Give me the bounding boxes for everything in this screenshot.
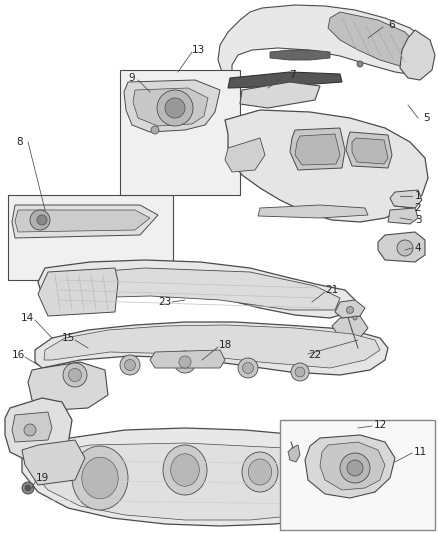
Circle shape xyxy=(63,363,87,387)
Circle shape xyxy=(243,362,254,374)
Polygon shape xyxy=(5,398,72,462)
Polygon shape xyxy=(22,440,85,485)
Ellipse shape xyxy=(163,445,207,495)
Circle shape xyxy=(22,482,34,494)
Ellipse shape xyxy=(242,452,278,492)
Ellipse shape xyxy=(171,454,199,486)
Text: 3: 3 xyxy=(415,215,421,225)
Text: 21: 21 xyxy=(325,285,339,295)
Polygon shape xyxy=(225,138,265,172)
Text: 1: 1 xyxy=(415,191,421,201)
Polygon shape xyxy=(288,445,300,462)
Polygon shape xyxy=(270,50,330,60)
Text: 23: 23 xyxy=(159,297,172,307)
Text: 14: 14 xyxy=(21,313,34,323)
Text: 9: 9 xyxy=(129,73,135,83)
Polygon shape xyxy=(44,325,380,368)
Circle shape xyxy=(238,358,258,378)
Polygon shape xyxy=(295,134,340,165)
Circle shape xyxy=(174,351,196,373)
Polygon shape xyxy=(35,322,388,375)
Text: 18: 18 xyxy=(219,340,232,350)
Polygon shape xyxy=(335,300,365,318)
Circle shape xyxy=(120,355,140,375)
Polygon shape xyxy=(390,190,422,208)
Polygon shape xyxy=(133,88,208,126)
Polygon shape xyxy=(28,362,108,410)
Text: 5: 5 xyxy=(423,113,429,123)
Ellipse shape xyxy=(315,450,345,486)
Polygon shape xyxy=(225,110,428,222)
Text: 12: 12 xyxy=(373,420,387,430)
Text: 13: 13 xyxy=(191,45,205,55)
Polygon shape xyxy=(30,443,382,520)
Ellipse shape xyxy=(72,446,128,510)
Text: 19: 19 xyxy=(35,473,49,483)
Polygon shape xyxy=(320,442,385,490)
Text: 11: 11 xyxy=(413,447,427,457)
Polygon shape xyxy=(388,208,418,224)
Polygon shape xyxy=(400,30,435,80)
Polygon shape xyxy=(22,428,388,526)
Polygon shape xyxy=(240,82,320,108)
Text: 6: 6 xyxy=(389,20,396,30)
Ellipse shape xyxy=(82,457,118,499)
Text: 4: 4 xyxy=(415,243,421,253)
Bar xyxy=(280,420,435,530)
Polygon shape xyxy=(328,12,420,66)
Circle shape xyxy=(353,316,357,320)
Polygon shape xyxy=(15,210,150,232)
Polygon shape xyxy=(12,412,52,442)
Circle shape xyxy=(151,126,159,134)
Polygon shape xyxy=(38,268,118,316)
Circle shape xyxy=(397,240,413,256)
Polygon shape xyxy=(124,80,220,132)
Circle shape xyxy=(157,90,193,126)
Circle shape xyxy=(37,215,47,225)
Polygon shape xyxy=(228,72,342,88)
Circle shape xyxy=(291,363,309,381)
Polygon shape xyxy=(352,138,388,164)
Circle shape xyxy=(24,424,36,436)
Text: 15: 15 xyxy=(61,333,74,343)
Circle shape xyxy=(179,356,191,368)
Circle shape xyxy=(340,453,370,483)
Ellipse shape xyxy=(248,459,272,485)
Polygon shape xyxy=(346,132,392,168)
Polygon shape xyxy=(12,205,158,238)
Polygon shape xyxy=(378,232,425,262)
Polygon shape xyxy=(218,5,432,75)
Polygon shape xyxy=(150,350,225,368)
Text: 7: 7 xyxy=(289,70,295,80)
Polygon shape xyxy=(332,316,368,340)
Text: 8: 8 xyxy=(17,137,23,147)
Circle shape xyxy=(165,98,185,118)
Circle shape xyxy=(124,359,135,370)
Circle shape xyxy=(68,368,81,382)
Circle shape xyxy=(25,485,31,491)
Text: 22: 22 xyxy=(308,350,321,360)
Polygon shape xyxy=(258,205,368,218)
Circle shape xyxy=(346,306,353,313)
Polygon shape xyxy=(290,128,345,170)
Circle shape xyxy=(30,210,50,230)
Polygon shape xyxy=(38,260,355,318)
Ellipse shape xyxy=(320,456,340,480)
Circle shape xyxy=(295,367,305,377)
Circle shape xyxy=(357,61,363,67)
Bar xyxy=(120,70,240,195)
Circle shape xyxy=(347,460,363,476)
Polygon shape xyxy=(305,435,395,498)
Text: 16: 16 xyxy=(11,350,25,360)
Bar xyxy=(8,195,173,280)
Polygon shape xyxy=(48,268,340,310)
Text: 2: 2 xyxy=(415,203,421,213)
